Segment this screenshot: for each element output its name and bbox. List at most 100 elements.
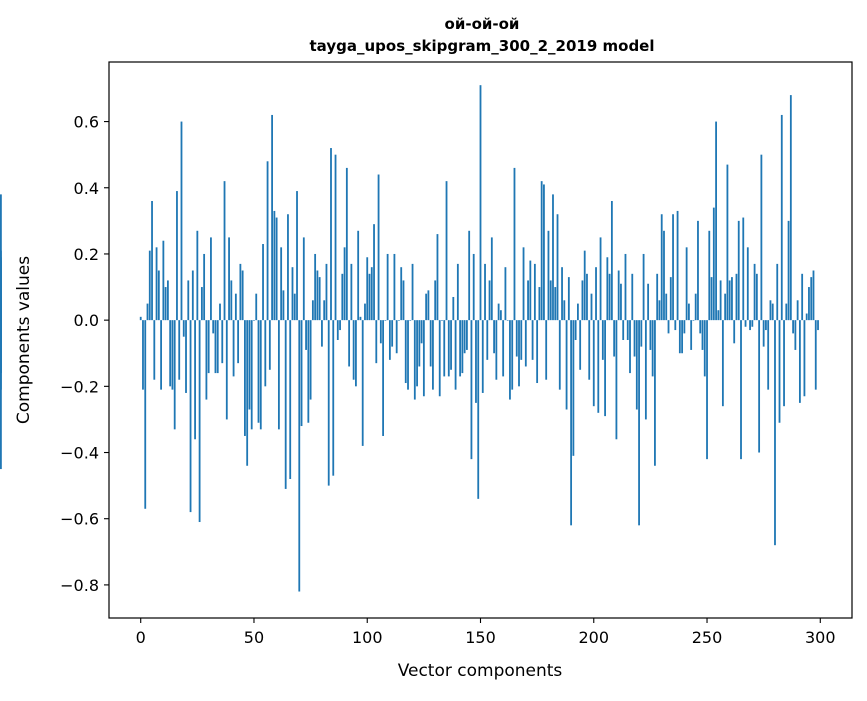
bar bbox=[259, 320, 262, 430]
bar bbox=[708, 230, 711, 321]
bar bbox=[153, 320, 156, 380]
bar bbox=[805, 313, 808, 321]
bar bbox=[640, 320, 643, 347]
bar bbox=[234, 293, 237, 321]
bar bbox=[692, 320, 695, 321]
bar bbox=[450, 320, 452, 370]
bar bbox=[694, 293, 697, 321]
bar bbox=[187, 280, 190, 321]
bar bbox=[0, 320, 2, 390]
bar bbox=[563, 300, 566, 321]
bar bbox=[751, 320, 754, 327]
bar bbox=[432, 320, 434, 390]
bar bbox=[685, 247, 688, 321]
bar bbox=[633, 320, 636, 357]
bar bbox=[683, 320, 686, 334]
y-tick-label: −0.6 bbox=[60, 510, 99, 529]
bar bbox=[776, 263, 779, 321]
bar bbox=[812, 270, 815, 321]
bar bbox=[497, 303, 500, 321]
bar bbox=[357, 230, 360, 321]
y-axis-label: Components values bbox=[14, 256, 34, 424]
bar bbox=[176, 191, 178, 321]
bar bbox=[515, 320, 518, 357]
bar bbox=[543, 184, 545, 321]
bar bbox=[139, 316, 142, 321]
bar bbox=[631, 273, 634, 321]
bar bbox=[275, 217, 278, 321]
bar bbox=[787, 220, 790, 321]
bar bbox=[792, 320, 795, 334]
bar bbox=[574, 320, 577, 340]
bar bbox=[416, 320, 418, 387]
bar bbox=[225, 320, 228, 420]
bar bbox=[674, 320, 677, 331]
bar bbox=[780, 114, 783, 321]
bar bbox=[441, 320, 443, 321]
bar bbox=[200, 287, 203, 321]
bar bbox=[262, 244, 264, 321]
bar bbox=[388, 320, 391, 360]
bar bbox=[624, 253, 627, 321]
bar bbox=[402, 280, 405, 321]
bar bbox=[273, 210, 276, 321]
bar bbox=[719, 280, 722, 321]
bar bbox=[561, 267, 563, 321]
bar bbox=[511, 320, 514, 390]
bar bbox=[169, 320, 172, 387]
bar bbox=[393, 253, 396, 321]
bar bbox=[155, 247, 158, 321]
bar bbox=[565, 320, 568, 410]
bar bbox=[697, 220, 699, 321]
bar bbox=[398, 320, 400, 321]
bar bbox=[533, 263, 536, 321]
bar bbox=[490, 237, 493, 321]
bar bbox=[597, 320, 600, 413]
chart-title: ой-ой-ой bbox=[445, 15, 520, 33]
bar bbox=[486, 320, 489, 360]
bar bbox=[506, 320, 509, 321]
bar bbox=[400, 267, 403, 321]
bar bbox=[712, 207, 715, 321]
bar bbox=[701, 320, 704, 350]
bar bbox=[194, 320, 196, 440]
bar bbox=[592, 320, 595, 407]
bar bbox=[255, 293, 258, 321]
bar bbox=[690, 320, 693, 350]
x-axis-label: Vector components bbox=[398, 661, 563, 681]
bar bbox=[728, 280, 731, 321]
bar bbox=[742, 217, 745, 321]
bar bbox=[495, 320, 498, 380]
bar bbox=[475, 320, 477, 403]
bar bbox=[336, 320, 339, 340]
bar bbox=[241, 270, 244, 321]
bar bbox=[808, 287, 810, 321]
bar bbox=[191, 270, 194, 321]
bar bbox=[386, 253, 389, 321]
bar bbox=[205, 320, 208, 400]
bar bbox=[171, 320, 174, 390]
bar bbox=[325, 263, 328, 321]
bar bbox=[223, 181, 226, 321]
bar bbox=[345, 167, 348, 321]
bar bbox=[801, 273, 804, 321]
bar bbox=[610, 201, 613, 321]
bar bbox=[509, 320, 511, 400]
bar bbox=[579, 320, 582, 370]
bar bbox=[642, 253, 645, 321]
bar bbox=[355, 320, 357, 387]
bar bbox=[413, 320, 416, 400]
bar bbox=[749, 320, 751, 331]
bar bbox=[207, 320, 210, 374]
bar bbox=[726, 164, 729, 321]
bar bbox=[647, 283, 650, 321]
bar bbox=[148, 250, 151, 321]
bar bbox=[656, 273, 659, 321]
bar bbox=[635, 320, 638, 410]
bar bbox=[663, 230, 665, 321]
bar bbox=[146, 303, 149, 321]
bar bbox=[518, 320, 520, 387]
bar bbox=[654, 320, 656, 466]
bar bbox=[472, 253, 475, 321]
bar bbox=[434, 280, 437, 321]
